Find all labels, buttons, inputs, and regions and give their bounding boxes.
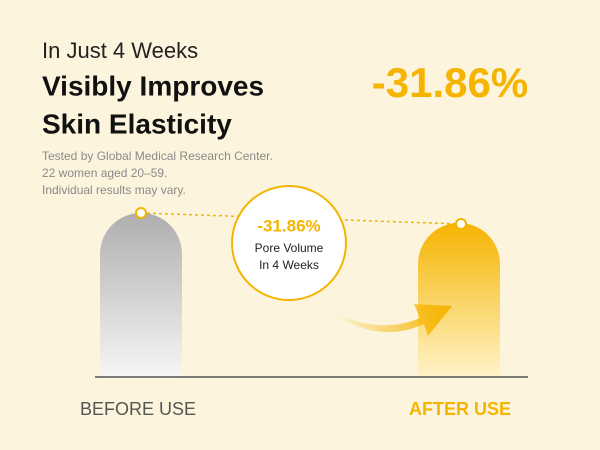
point (455, 218, 467, 230)
title: Skin Elasticity (42, 108, 232, 139)
badge-value: -31.86% (257, 216, 320, 235)
highlight-value: -31.86% (372, 59, 528, 106)
note: 22 women aged 20–59. (42, 166, 167, 180)
before-label: BEFORE USE (80, 399, 196, 419)
badge-text: Pore Volume (255, 241, 324, 255)
title: Visibly Improves (42, 70, 264, 101)
badge (231, 185, 347, 301)
arrow (332, 304, 452, 336)
after-label: AFTER USE (409, 399, 511, 419)
badge-text: In 4 Weeks (259, 258, 319, 272)
note: Tested by Global Medical Research Center… (42, 149, 273, 163)
point (135, 207, 147, 219)
note: Individual results may vary. (42, 183, 186, 197)
trend-line (140, 212, 462, 225)
subtitle: In Just 4 Weeks (42, 38, 198, 63)
before-bar (100, 213, 182, 377)
after-bar (418, 223, 500, 377)
